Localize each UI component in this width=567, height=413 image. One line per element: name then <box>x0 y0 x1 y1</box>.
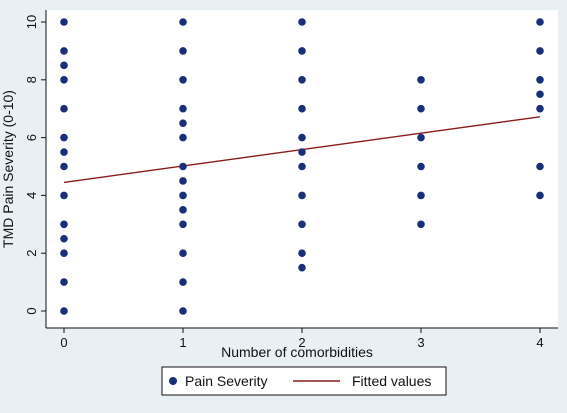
x-axis-title: Number of comorbidities <box>221 344 373 360</box>
scatter-point <box>60 18 68 26</box>
y-tick-label: 6 <box>24 134 39 141</box>
scatter-point <box>60 104 68 113</box>
scatter-point <box>179 220 187 229</box>
scatter-point <box>60 220 68 229</box>
scatter-point <box>298 104 306 113</box>
legend-label-fitted-values: Fitted values <box>352 373 431 389</box>
scatter-point <box>298 191 306 200</box>
scatter-point <box>179 76 187 84</box>
scatter-point <box>60 307 68 315</box>
scatter-point <box>536 90 544 99</box>
scatter-point <box>60 47 68 55</box>
scatter-point <box>60 249 68 257</box>
y-tick-label: 8 <box>24 76 39 83</box>
scatter-point <box>60 61 68 70</box>
scatter-point <box>179 278 187 286</box>
scatter-point <box>179 18 187 26</box>
x-tick-label: 0 <box>60 335 67 350</box>
scatter-point <box>179 119 187 127</box>
scatter-point <box>179 249 187 257</box>
x-tick-label: 3 <box>417 335 424 350</box>
scatter-point <box>536 191 544 200</box>
scatter-point <box>298 18 306 26</box>
scatter-point <box>60 234 68 243</box>
scatter-point <box>417 104 425 113</box>
scatter-point <box>536 76 544 84</box>
scatter-point <box>298 76 306 84</box>
legend: Pain Severity Fitted values <box>161 366 447 396</box>
y-tick-label: 10 <box>24 15 39 29</box>
x-tick-label: 2 <box>298 335 305 350</box>
y-tick-label: 2 <box>24 250 39 257</box>
scatter-point <box>298 133 306 142</box>
scatter-point <box>298 148 306 156</box>
scatter-point <box>417 191 425 200</box>
scatter-point <box>179 162 187 171</box>
scatter-point <box>179 104 187 113</box>
scatter-point <box>536 18 544 26</box>
scatter-point <box>60 162 68 171</box>
scatter-point <box>298 220 306 229</box>
scatter-point <box>179 133 187 142</box>
scatter-point <box>417 220 425 229</box>
scatter-point <box>179 206 187 214</box>
y-axis: 0 2 4 6 8 10 <box>24 10 47 328</box>
scatter-point <box>536 47 544 55</box>
y-tick-label: 0 <box>24 307 39 314</box>
scatter-point <box>298 162 306 171</box>
scatter-point <box>536 104 544 113</box>
scatter-point <box>298 47 306 55</box>
scatter-point <box>60 133 68 142</box>
scatter-point <box>60 76 68 84</box>
x-axis: 0 1 2 3 4 <box>46 327 558 350</box>
x-tick-label: 1 <box>179 335 186 350</box>
scatter-point <box>60 148 68 156</box>
scatter-point <box>60 278 68 286</box>
scatter-point <box>298 263 306 272</box>
x-tick-label: 4 <box>536 335 543 350</box>
scatter-point <box>417 133 425 142</box>
scatter-point <box>179 47 187 55</box>
scatter-point <box>179 177 187 185</box>
legend-label-pain-severity: Pain Severity <box>185 373 267 389</box>
scatter-point <box>536 162 544 171</box>
scatter-point <box>179 191 187 200</box>
y-tick-label: 4 <box>24 192 39 199</box>
legend-marker-pain-severity <box>169 377 177 385</box>
scatter-point <box>179 307 187 315</box>
scatter-point <box>60 191 68 200</box>
scatter-point <box>417 162 425 171</box>
scatter-point <box>417 76 425 84</box>
chart-marks <box>60 18 544 315</box>
y-axis-title: TMD Pain Severity (0-10) <box>0 90 16 248</box>
scatter-point <box>298 249 306 257</box>
